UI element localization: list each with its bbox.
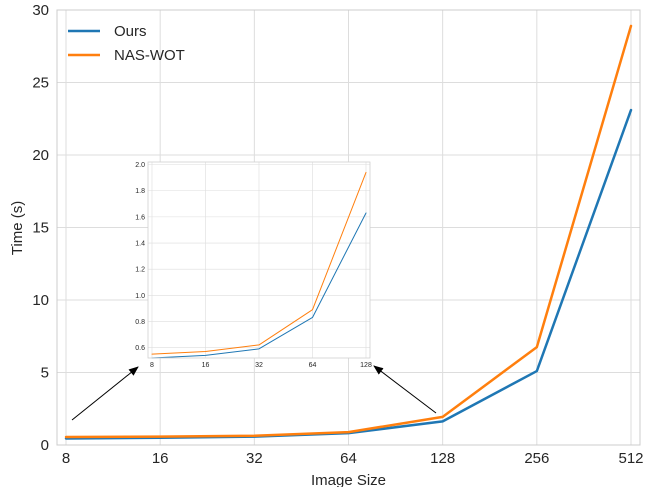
- main-x-tick-label: 8: [62, 450, 70, 467]
- inset-series-line-nas-wot: [151, 171, 367, 355]
- inset-x-tick-label: 16: [202, 362, 210, 369]
- main-series-lines: [64, 24, 633, 440]
- main-x-tick-label: 128: [430, 450, 455, 467]
- zoom-arrow-left: [71, 366, 139, 421]
- legend: Ours NAS-WOT: [68, 23, 185, 64]
- main-y-tick-labels: 0 5 10 15 20 25 30: [32, 2, 49, 454]
- main-y-tick-label: 20: [32, 147, 49, 164]
- inset-series-lines: [151, 171, 367, 359]
- inset-x-tick-label: 8: [150, 362, 154, 369]
- inset-y-tick-label: 2.0: [135, 162, 145, 169]
- zoom-arrow-right: [373, 365, 437, 414]
- main-x-tick-labels: 8 16 32 64 128 256 512: [62, 450, 644, 467]
- inset-x-tick-label: 32: [255, 362, 263, 369]
- main-x-tick-label: 256: [524, 450, 549, 467]
- legend-label-nas-wot: NAS-WOT: [114, 47, 185, 64]
- inset-y-tick-label: 1.6: [135, 214, 145, 221]
- main-y-tick-label: 15: [32, 220, 49, 237]
- inset-y-tick-label: 0.6: [135, 345, 145, 352]
- inset-plot-frame: [147, 161, 371, 359]
- main-x-tick-label: 32: [246, 450, 263, 467]
- main-series-line-nas-wot: [64, 24, 633, 439]
- inset-y-tick-label: 0.8: [135, 319, 145, 326]
- inset-y-tick-label: 1.8: [135, 188, 145, 195]
- main-x-tick-label: 512: [618, 450, 643, 467]
- inset-x-tick-label: 64: [309, 362, 317, 369]
- main-y-tick-label: 30: [32, 2, 49, 19]
- inset-x-tick-labels: 8 16 32 64 128: [150, 362, 372, 369]
- main-y-tick-label: 0: [41, 437, 49, 454]
- main-y-tick-label: 10: [32, 292, 49, 309]
- main-plot-frame: [56, 9, 641, 446]
- legend-label-ours: Ours: [114, 23, 147, 40]
- inset-x-tick-label: 128: [360, 362, 372, 369]
- inset-y-tick-label: 1.2: [135, 267, 145, 274]
- inset-grid: [148, 162, 370, 358]
- main-x-tick-label: 16: [152, 450, 169, 467]
- inset-y-tick-labels: 0.6 0.8 1.0 1.2 1.4 1.6 1.8 2.0: [135, 162, 145, 352]
- y-axis-label: Time (s): [9, 201, 26, 255]
- main-x-tick-label: 64: [340, 450, 357, 467]
- inset-y-tick-label: 1.0: [135, 293, 145, 300]
- main-y-tick-label: 5: [41, 365, 49, 382]
- inset-series-line-ours: [151, 212, 367, 359]
- main-y-tick-label: 25: [32, 75, 49, 92]
- inset-y-tick-label: 1.4: [135, 241, 145, 248]
- inset-axes: 0.6 0.8 1.0 1.2 1.4 1.6 1.8 2.0 8 16 32 64 128: [135, 161, 372, 369]
- x-axis-label: Image Size: [311, 472, 386, 487]
